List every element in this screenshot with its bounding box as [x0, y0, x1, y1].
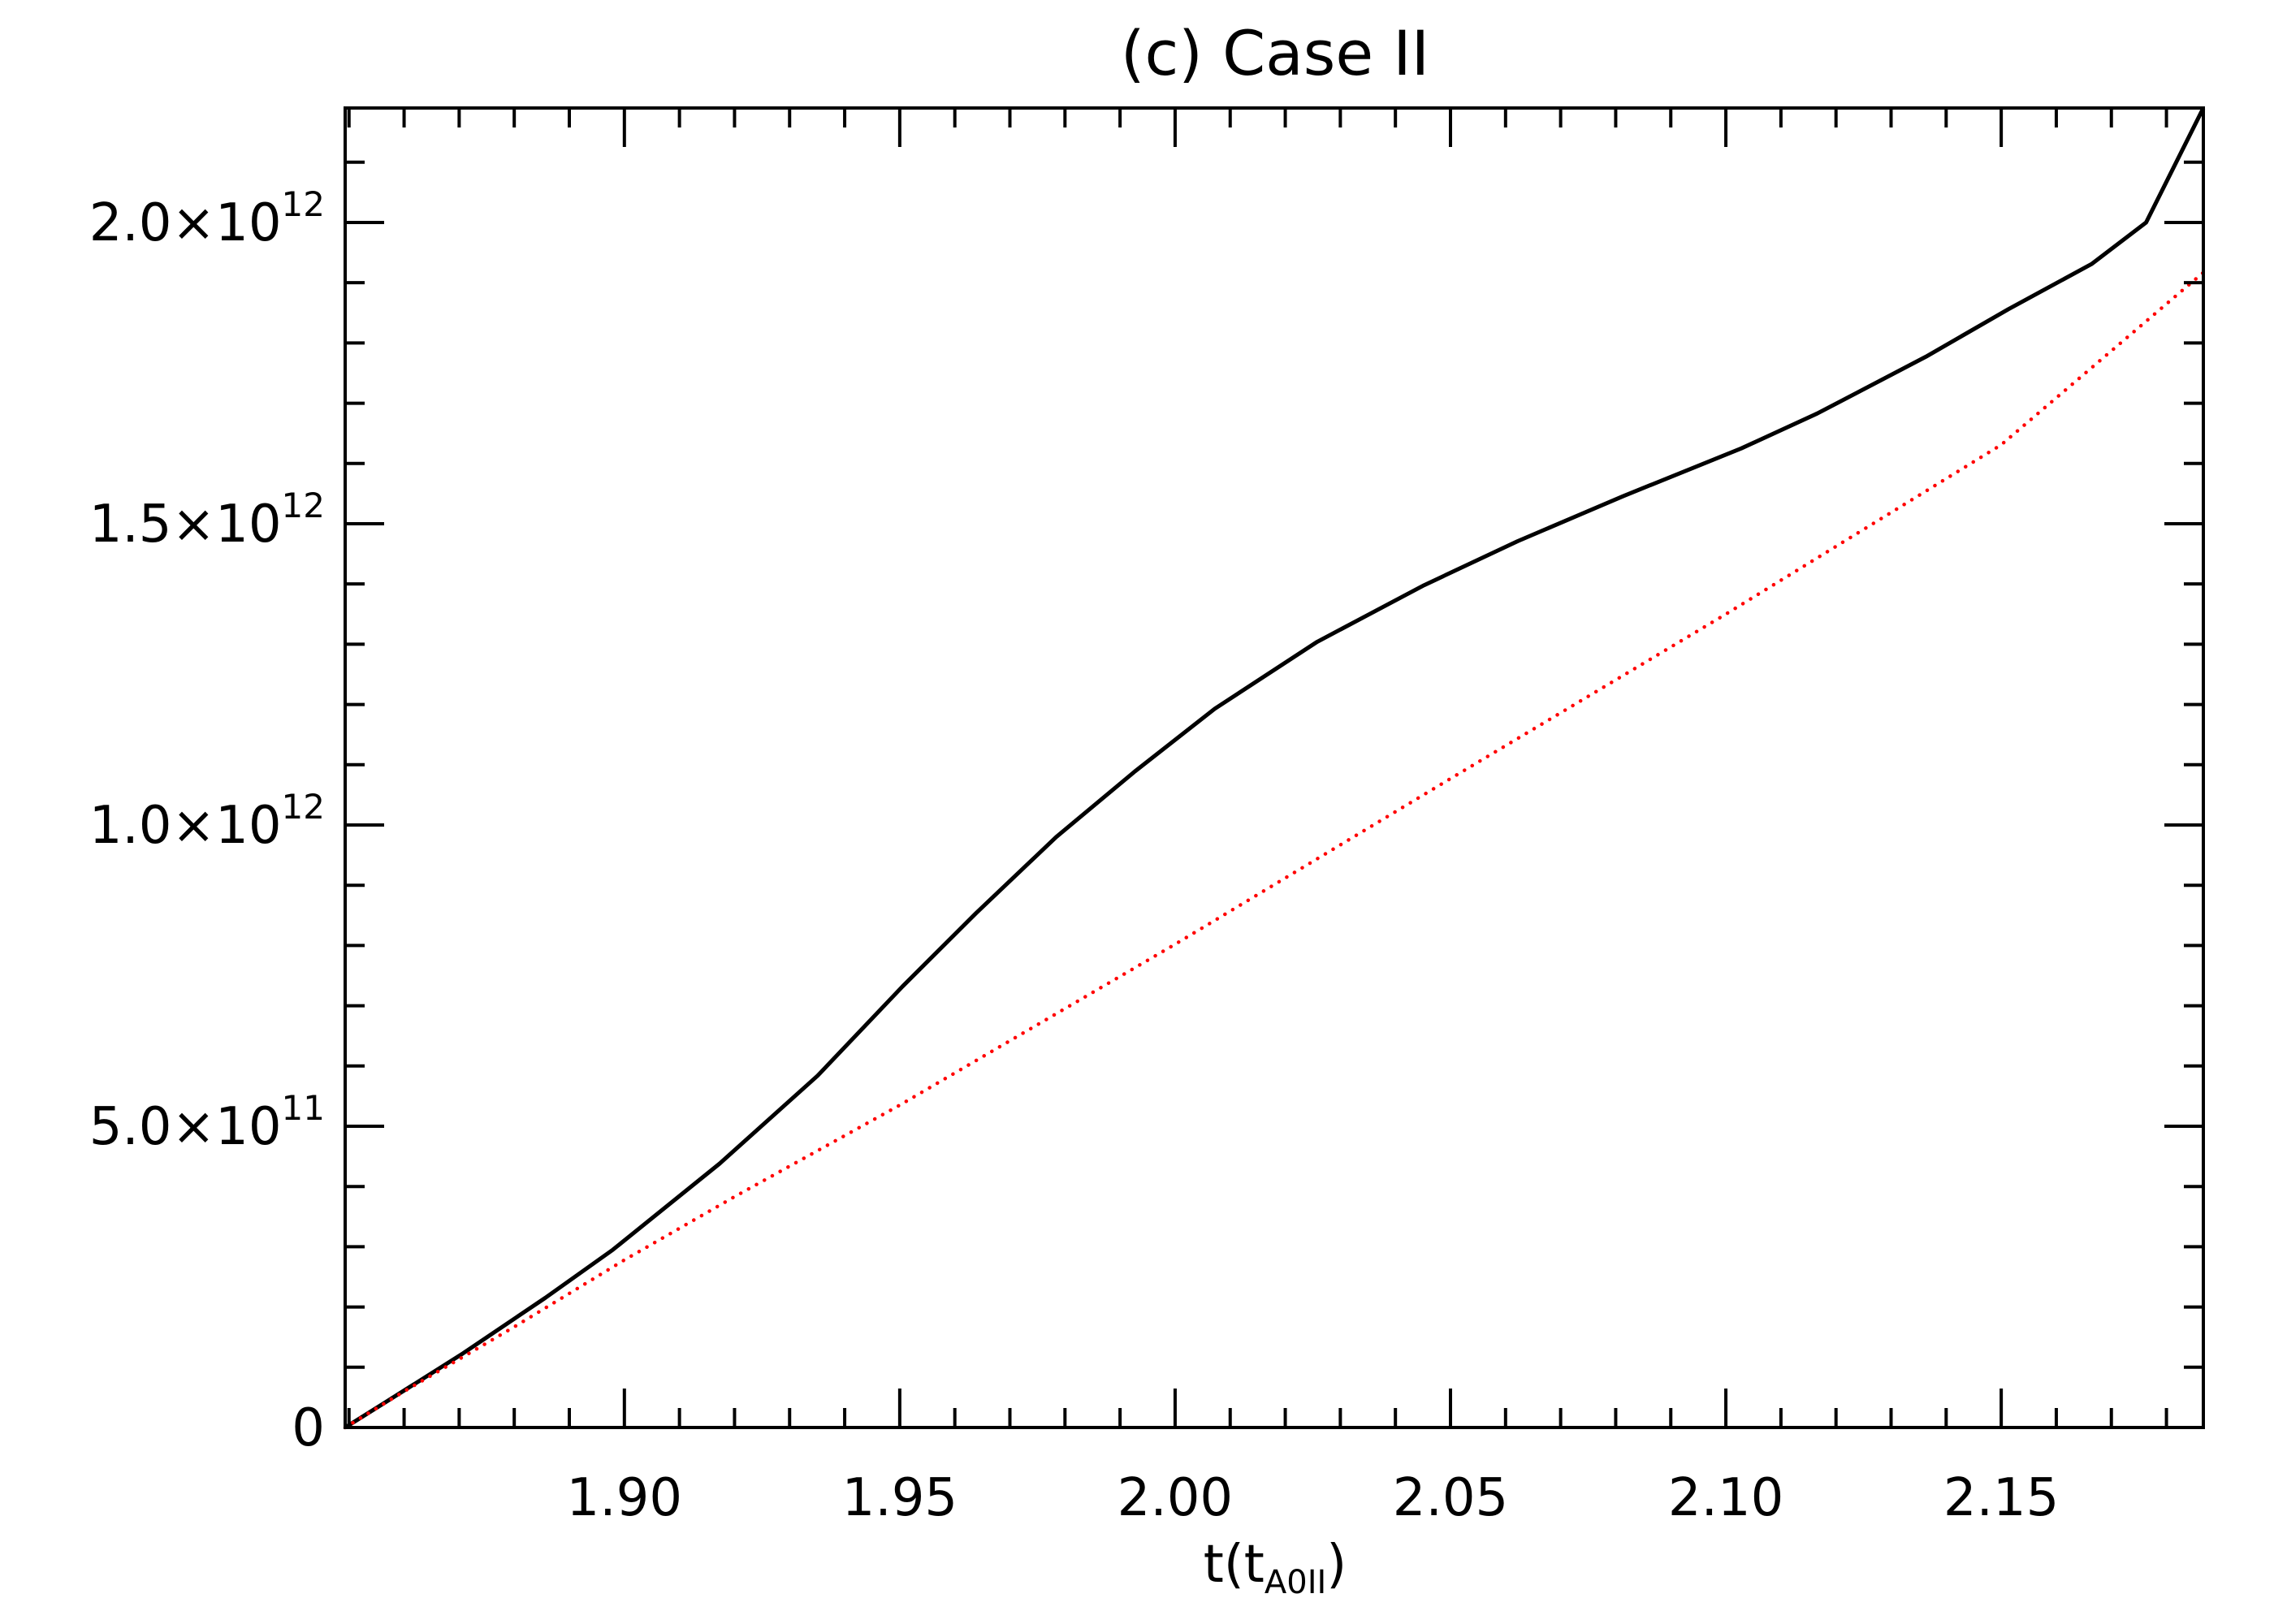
plot-frame	[344, 106, 2205, 1429]
y-tick-labels: 0 5.0×1011 1.0×1012 1.5×1012 2.0×1012	[89, 184, 325, 1458]
x-tick-label: 2.00	[1118, 1468, 1234, 1528]
series-line-1	[344, 106, 2206, 1430]
x-tick-label: 1.95	[842, 1468, 958, 1528]
x-tick-label: 2.10	[1668, 1468, 1784, 1528]
x-tick-label: 2.15	[1943, 1468, 2060, 1528]
series-line-2	[343, 270, 2206, 1430]
x-tick-label: 1.90	[567, 1468, 683, 1528]
y-tick-label: 1.5×1012	[89, 486, 325, 555]
y-tick-label: 2.0×1012	[89, 184, 325, 253]
ticks-layer	[345, 108, 2203, 1429]
y-tick-label: 1.0×1012	[89, 787, 325, 856]
x-axis-label: t(tA0II)	[1204, 1535, 1347, 1601]
x-tick-label: 2.05	[1393, 1468, 1509, 1528]
chart-title: (c) Case II	[1121, 17, 1429, 89]
x-tick-labels: 1.90 1.95 2.00 2.05 2.10 2.15	[567, 1468, 2060, 1528]
y-tick-label: 0	[292, 1398, 325, 1458]
y-tick-label: 5.0×1011	[89, 1088, 325, 1157]
series-layer	[343, 106, 2206, 1430]
